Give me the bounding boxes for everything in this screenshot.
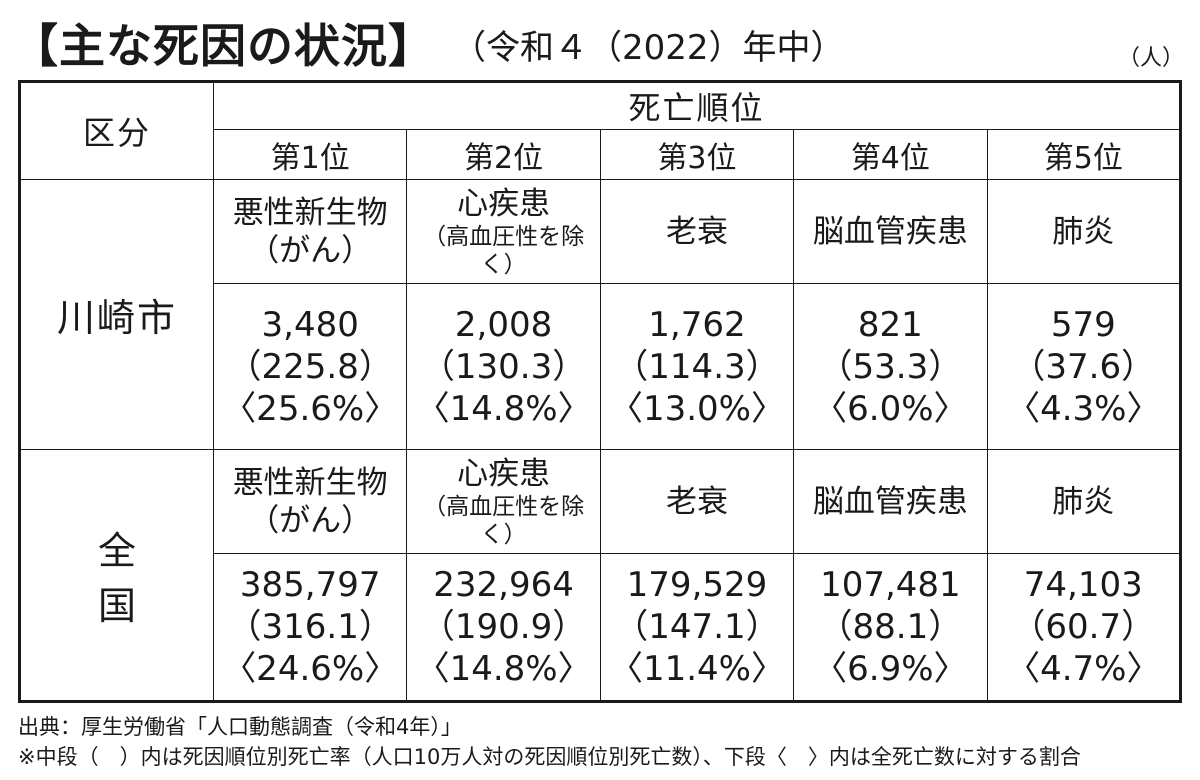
death-count: 107,481: [820, 565, 961, 605]
region-value-row: 3,480 （225.8） 〈25.6%〉 2,008 （130.3） 〈14.8%〉 …: [20, 283, 1182, 450]
value-cell: 179,529 （147.1） 〈11.4%〉: [599, 553, 795, 702]
cause-main: 老衰: [665, 483, 728, 520]
cause-sub: （高血圧性を除く）: [423, 223, 585, 278]
region-label: 川崎市: [19, 179, 214, 450]
unit-label: （人）: [1117, 46, 1184, 71]
cause-cell: 脳血管疾患: [793, 449, 988, 554]
rank-header: 第1位: [212, 129, 408, 180]
cause-cell: 悪性新生物 （がん）: [212, 179, 408, 284]
value-cell: 2,008 （130.3） 〈14.8%〉: [406, 283, 601, 450]
value-cell: 821 （53.3） 〈6.0%〉: [793, 283, 988, 450]
source-note: 出典：厚生労働省「人口動態調査（令和4年）」: [18, 715, 462, 739]
death-rate: （225.8）: [227, 346, 393, 387]
cause-cell: 老衰: [599, 179, 795, 284]
death-causes-table: 区分 死亡順位 第1位 第2位 第3位 第4位 第5位 川崎市 悪性新生物 （がん…: [18, 80, 1182, 703]
value-cell: 74,103 （60.7） 〈4.7%〉: [986, 553, 1182, 702]
death-share: 〈4.3%〉: [1006, 388, 1161, 429]
death-rate: （190.9）: [420, 607, 587, 647]
title-row: 【主な死因の状況】 （令和４（2022）年中） （人）: [12, 4, 1188, 76]
death-share: 〈24.6%〉: [222, 649, 399, 689]
death-rate: （316.1）: [227, 607, 393, 647]
death-share: 〈14.8%〉: [415, 649, 592, 689]
death-share: 〈14.8%〉: [415, 388, 592, 429]
group-header: 死亡順位: [213, 81, 1181, 130]
cause-cell: 悪性新生物 （がん）: [212, 449, 408, 554]
rank-header: 第2位: [406, 129, 601, 180]
death-share: 〈13.0%〉: [608, 388, 785, 429]
cause-main: 肺炎: [1052, 483, 1115, 520]
region-cause-row: 川崎市 悪性新生物 （がん） 心疾患 （高血圧性を除く） 老衰 脳血管疾患 肺炎: [19, 179, 1182, 450]
death-rate: （53.3）: [818, 346, 963, 387]
cause-sub: （がん）: [248, 232, 373, 269]
death-count: 2,008: [454, 304, 553, 345]
value-cell: 579 （37.6） 〈4.3%〉: [986, 283, 1182, 450]
cause-cell: 肺炎: [986, 179, 1182, 284]
cause-cell: 脳血管疾患: [793, 179, 988, 284]
cause-main: 悪性新生物: [232, 194, 388, 231]
rank-header: 第3位: [599, 129, 795, 180]
notes: 出典：厚生労働省「人口動態調査（令和4年）」 ※中段（ ）内は死因順位別死亡率（…: [18, 712, 1081, 772]
death-count: 74,103: [1023, 565, 1143, 605]
cause-main: 老衰: [665, 213, 728, 250]
rank-header: 第4位: [793, 129, 988, 180]
death-share: 〈4.7%〉: [1006, 649, 1161, 689]
death-share: 〈6.9%〉: [813, 649, 968, 689]
region-cause-row: 全国 悪性新生物 （がん） 心疾患 （高血圧性を除く） 老衰 脳血管疾患 肺炎: [19, 449, 1182, 702]
cause-main: 脳血管疾患: [812, 483, 968, 520]
value-cell: 232,964 （190.9） 〈14.8%〉: [406, 553, 601, 702]
death-share: 〈6.0%〉: [813, 388, 968, 429]
death-rate: （114.3）: [614, 346, 780, 387]
death-rate: （60.7）: [1011, 607, 1156, 647]
footnote: ※中段（ ）内は死因順位別死亡率（人口10万人対の死因順位別死亡数）、下段〈 〉…: [18, 745, 1081, 769]
death-rate: （147.1）: [614, 607, 780, 647]
death-rate: （88.1）: [818, 607, 963, 647]
cause-sub: （高血圧性を除く）: [423, 493, 585, 548]
header-row-group: 区分 死亡順位: [19, 81, 1181, 180]
death-count: 232,964: [433, 565, 574, 605]
death-count: 821: [857, 304, 923, 345]
death-count: 1,762: [648, 304, 746, 345]
cause-cell: 心疾患 （高血圧性を除く）: [406, 449, 601, 554]
page-title: 【主な死因の状況】: [12, 19, 435, 73]
value-cell: 3,480 （225.8） 〈25.6%〉: [212, 283, 408, 450]
label-header: 区分: [19, 81, 214, 180]
value-cell: 107,481 （88.1） 〈6.9%〉: [793, 553, 988, 702]
cause-cell: 老衰: [599, 449, 795, 554]
cause-main: 心疾患: [457, 455, 551, 492]
page-subtitle: （令和４（2022）年中）: [452, 28, 845, 68]
death-count: 579: [1050, 304, 1116, 345]
cause-cell: 心疾患 （高血圧性を除く）: [406, 179, 601, 284]
cause-main: 心疾患: [457, 185, 551, 222]
death-rate: （130.3）: [420, 346, 587, 387]
rank-header: 第5位: [986, 129, 1182, 180]
region-label: 全国: [19, 449, 214, 702]
cause-main: 肺炎: [1052, 213, 1115, 250]
cause-sub: （がん）: [248, 502, 373, 539]
cause-cell: 肺炎: [986, 449, 1182, 554]
value-cell: 1,762 （114.3） 〈13.0%〉: [599, 283, 795, 450]
cause-main: 悪性新生物: [232, 464, 388, 501]
death-share: 〈25.6%〉: [222, 388, 399, 429]
death-share: 〈11.4%〉: [608, 649, 785, 689]
cause-main: 脳血管疾患: [812, 213, 968, 250]
region-value-row: 385,797 （316.1） 〈24.6%〉 232,964 （190.9） 〈14.…: [20, 553, 1182, 702]
death-rate: （37.6）: [1011, 346, 1156, 387]
death-count: 385,797: [239, 565, 381, 605]
value-cell: 385,797 （316.1） 〈24.6%〉: [212, 553, 408, 702]
death-count: 179,529: [626, 565, 768, 605]
death-count: 3,480: [261, 304, 359, 345]
